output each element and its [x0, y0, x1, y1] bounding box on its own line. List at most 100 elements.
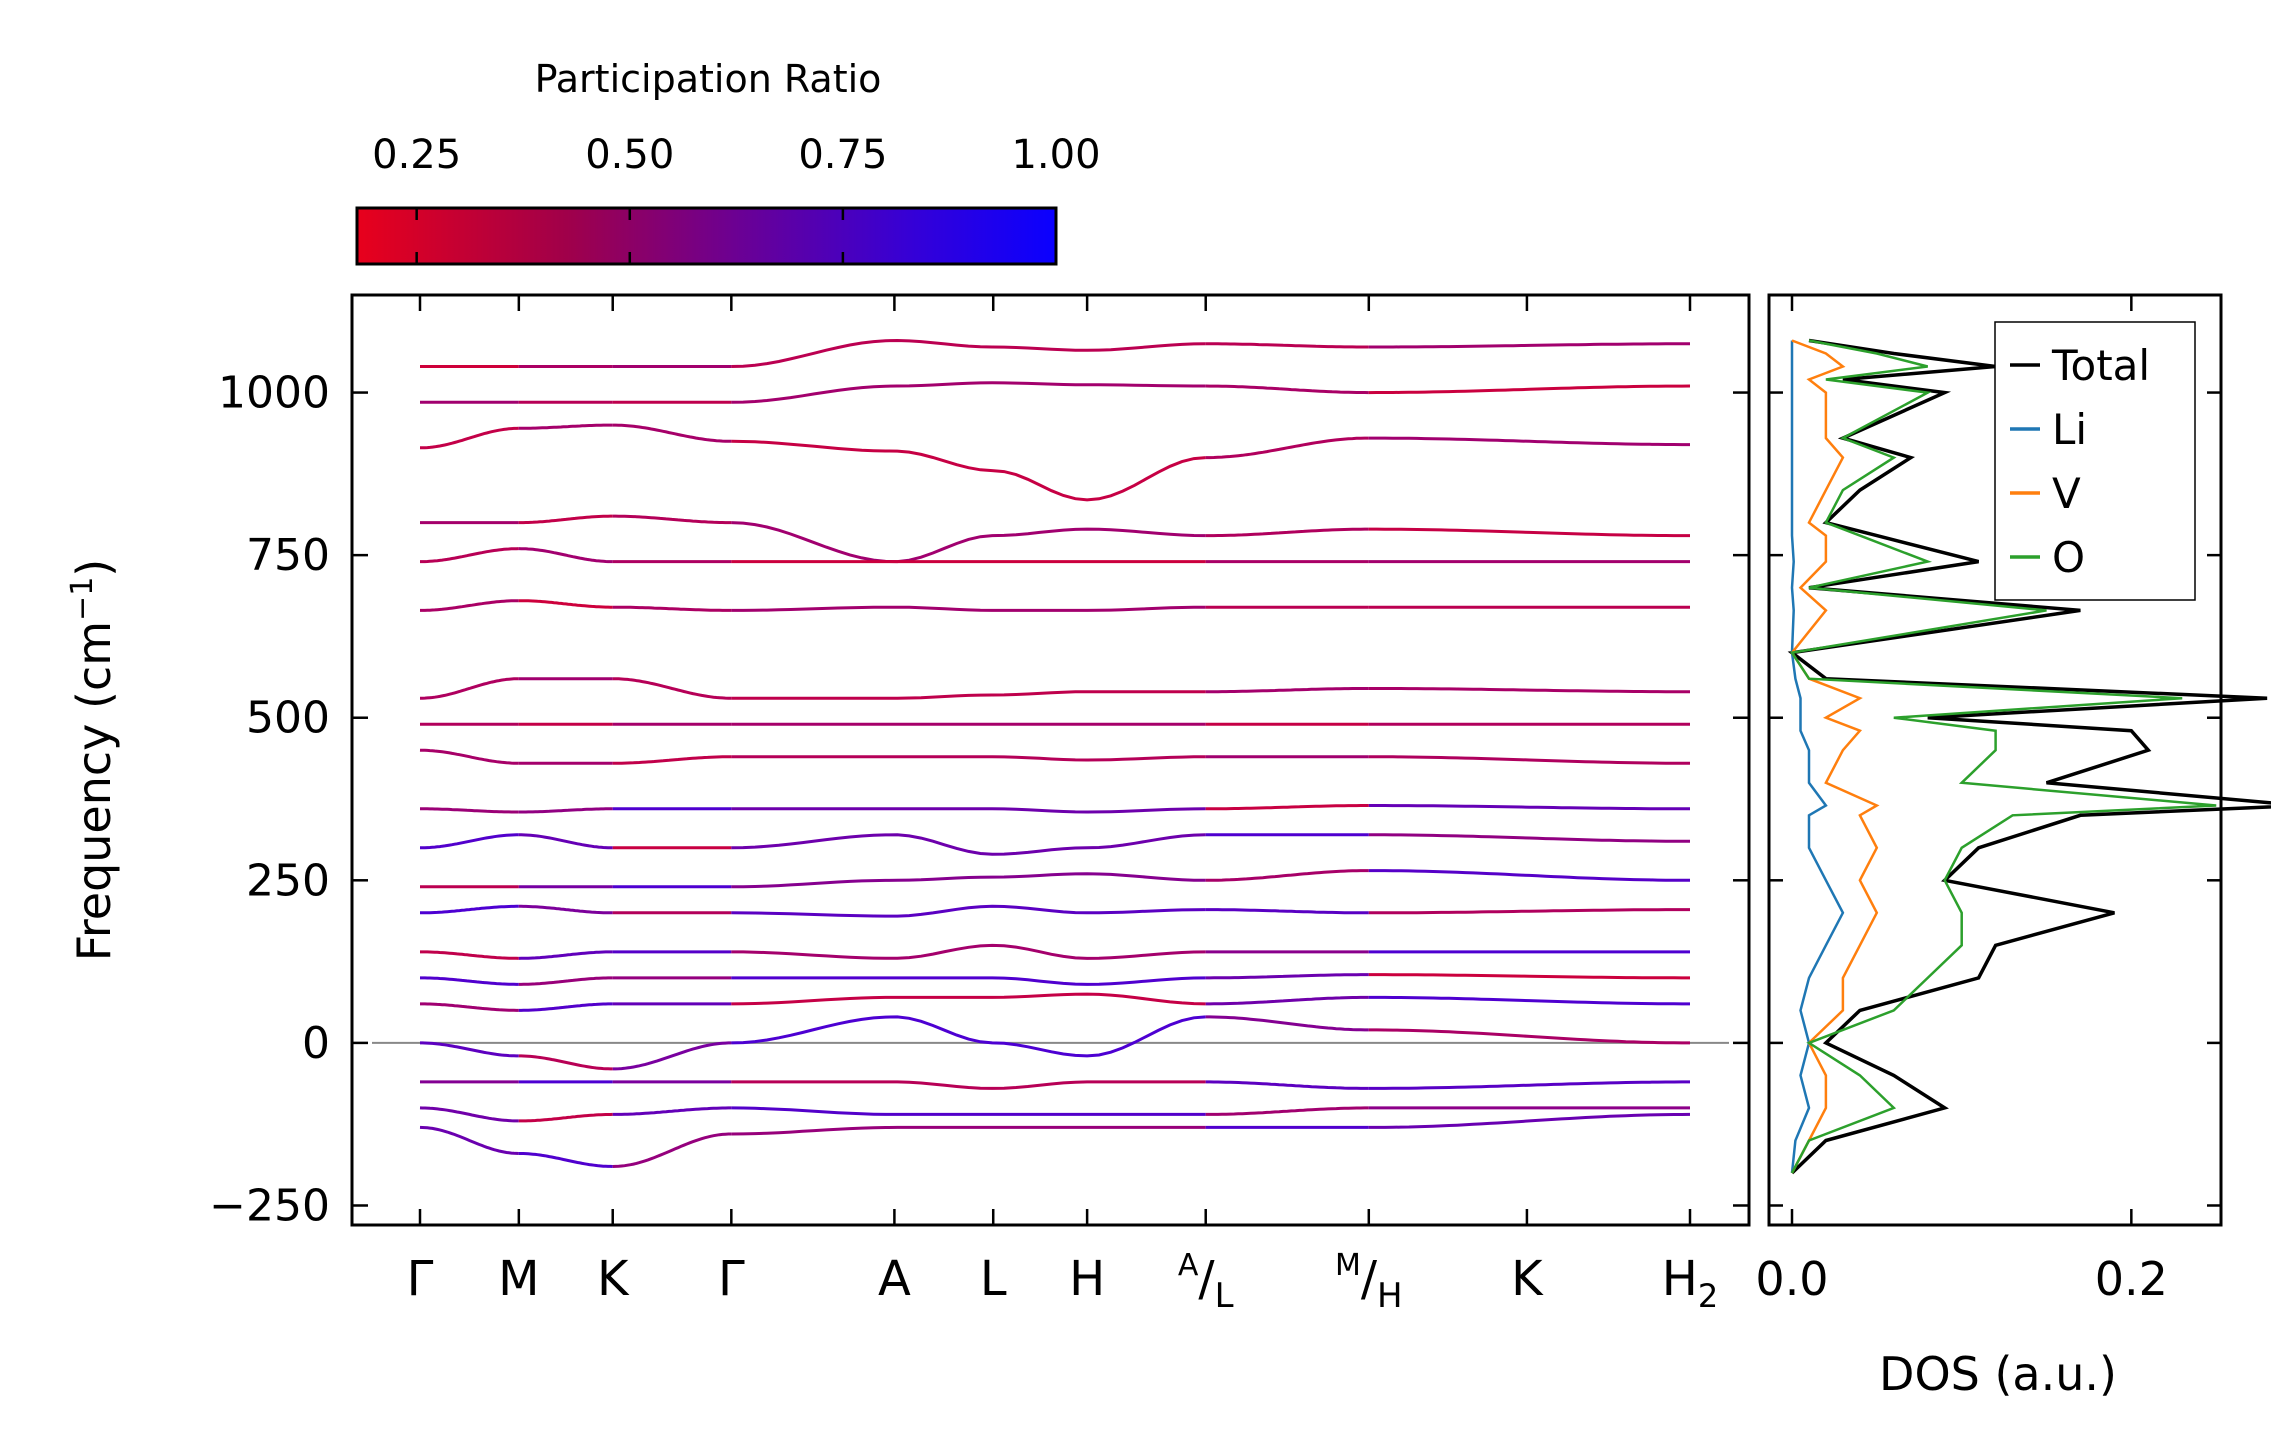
label-main: K [597, 1251, 630, 1307]
band-line [518, 423, 613, 430]
label-subscript: 2 [1698, 1277, 1718, 1315]
band-line [420, 833, 519, 850]
dos-x-ticks: 0.0 0.2 [1755, 295, 2168, 1306]
band-line [612, 514, 732, 525]
colorbar-gradient [355, 206, 1058, 266]
band-line [731, 807, 1206, 814]
band-y-ticks: −250 0 250 500 750 1000 [209, 368, 1749, 1231]
band-line [420, 976, 519, 986]
band-line [1368, 384, 1691, 395]
band-line [1205, 908, 1369, 915]
band-line [1368, 833, 1690, 843]
y-axis-label-exponent: −1 [65, 577, 100, 621]
colorbar-tick-label: 0.50 [585, 132, 674, 178]
band-line [1205, 804, 1369, 811]
band-line [1368, 995, 1690, 1006]
band-line [612, 1041, 732, 1071]
band-line [518, 1112, 613, 1123]
band-line [518, 1002, 613, 1012]
band-xtick-label: M [498, 1251, 539, 1307]
label-sub: H [1377, 1276, 1403, 1316]
dos-legend: Total Li VO [1994, 321, 2196, 601]
band-plot: Frequency (cm−1) −250 0 250 500 750 1000 Γ M K Γ… [65, 293, 1751, 1316]
band-line [420, 807, 519, 814]
band-line [731, 521, 1206, 564]
dos-line-li [1790, 340, 1845, 1174]
band-line [1205, 342, 1369, 349]
band-ytick-label: 1000 [218, 368, 330, 419]
y-axis-label-close: ) [67, 559, 121, 577]
band-line [1205, 973, 1369, 980]
band-xtick-label: A/L [1178, 1248, 1234, 1316]
band-line [518, 833, 613, 850]
label-sub: L [1215, 1276, 1234, 1316]
band-line [1368, 1112, 1691, 1129]
band-line [419, 1125, 519, 1155]
band-line [1368, 527, 1690, 538]
band-line [518, 1152, 613, 1168]
band-line [731, 992, 1206, 1006]
band-xtick-label: K [1511, 1251, 1544, 1307]
band-line [612, 1132, 732, 1168]
band-ytick-label: 250 [246, 855, 330, 906]
band-line [731, 904, 1206, 918]
colorbar-tick-label: 0.75 [798, 132, 887, 178]
band-line [1368, 436, 1690, 447]
band-line [1205, 1015, 1369, 1032]
legend-frame [1994, 321, 2196, 601]
band-xtick-label: Γ [718, 1251, 745, 1307]
band-xtick-label: M/H [1335, 1248, 1403, 1316]
label-main: / [1198, 1251, 1215, 1307]
legend-label: O [2052, 533, 2085, 582]
band-ytick-label: 0 [302, 1018, 330, 1069]
band-line [731, 1080, 1206, 1090]
dos-xtick-label: 0.2 [2095, 1252, 2168, 1306]
band-ytick-label: −250 [209, 1180, 330, 1231]
band-line [1368, 1080, 1690, 1090]
dos-xtick-label: 0.0 [1755, 1252, 1828, 1306]
band-xtick-label: Γ [407, 1251, 434, 1307]
y-axis-label-base: Frequency (cm [67, 621, 121, 961]
band-ytick-label: 500 [246, 693, 330, 744]
band-xtick-label: A [878, 1251, 911, 1307]
label-main: Γ [407, 1251, 434, 1307]
label-main: Γ [718, 1251, 745, 1307]
dos-y-ticks [1769, 391, 2221, 1207]
y-axis-label: Frequency (cm−1) [65, 559, 121, 962]
band-line [731, 1125, 1206, 1136]
band-line [1368, 342, 1690, 349]
label-main: H [1662, 1251, 1698, 1307]
label-main: L [980, 1251, 1007, 1307]
band-lines [372, 338, 1729, 1168]
band-line [420, 599, 519, 612]
dos-line-o [1789, 339, 2217, 1174]
legend-label: Total [2051, 341, 2150, 390]
colorbar-ticks: 0.25 0.50 0.75 1.00 [372, 132, 1101, 264]
band-line [518, 807, 613, 814]
band-line [612, 677, 732, 700]
band-xtick-label: H2 [1662, 1251, 1718, 1315]
band-line [1205, 1106, 1369, 1116]
colorbar: Participation Ratio 0.25 0.50 0.75 1.00 [355, 57, 1101, 266]
band-line [420, 677, 519, 700]
band-line [1368, 908, 1690, 915]
band-line [420, 1002, 519, 1012]
band-line [1368, 755, 1691, 765]
band-xtick-label: H [1069, 1251, 1105, 1307]
dos-plot-frame [1767, 293, 2223, 1227]
band-xtick-label: K [597, 1251, 630, 1307]
colorbar-tick-label: 0.25 [372, 132, 461, 178]
label-main: A [878, 1251, 911, 1307]
band-line [518, 547, 613, 564]
band-line [612, 1106, 732, 1116]
band-line [518, 1054, 613, 1071]
label-main: M [498, 1251, 539, 1307]
band-line [731, 755, 1206, 762]
band-line [731, 338, 1206, 368]
band-line [1205, 384, 1369, 395]
band-line [420, 426, 519, 450]
band-line [420, 1041, 519, 1058]
band-line [1205, 869, 1369, 882]
band-line [731, 833, 1206, 856]
